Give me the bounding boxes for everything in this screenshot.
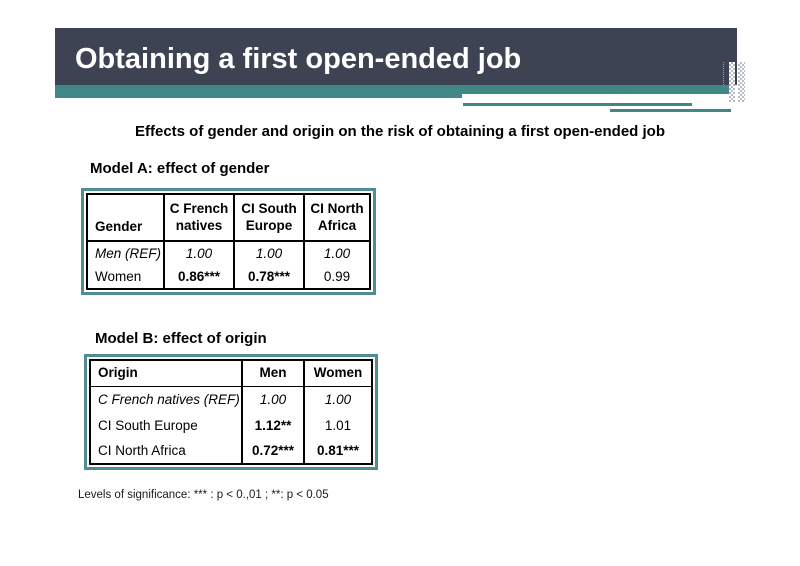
banner-underline-bar (55, 85, 733, 94)
table-a-cell: 0.86*** (164, 265, 235, 289)
model-a-table: Gender C French natives CI South Europe … (81, 188, 376, 295)
table-b-cell: 1.12** (242, 412, 305, 438)
table-a-header-ci-north-africa: CI North Africa (304, 194, 370, 242)
banner-underline-step (55, 94, 462, 98)
table-b-header-origin: Origin (90, 360, 243, 387)
decorative-line-upper (463, 103, 692, 106)
table-row: Men (REF) 1.00 1.00 1.00 (87, 241, 370, 265)
model-b-label: Model B: effect of origin (95, 330, 267, 347)
slide-title: Obtaining a first open-ended job (75, 42, 522, 75)
table-a-header-ci-south-europe: CI South Europe (234, 194, 305, 242)
table-b-cell: 1.01 (324, 417, 352, 433)
model-b-table: Origin Men Women C French natives (REF) … (84, 354, 378, 470)
banner-dotted-divider (723, 62, 724, 85)
table-a-cell: 0.78*** (234, 265, 305, 289)
table-row: Gender C French natives CI South Europe … (87, 194, 370, 242)
model-b-grid: Origin Men Women C French natives (REF) … (89, 359, 373, 465)
model-a-grid: Gender C French natives CI South Europe … (86, 193, 371, 290)
table-b-cell: 0.81*** (316, 443, 360, 458)
table-row: Women 0.86*** 0.78*** 0.99 (87, 265, 370, 289)
checker-strip-left (729, 62, 735, 102)
model-a-label: Model A: effect of gender (90, 160, 270, 177)
table-a-cell: 0.99 (323, 269, 351, 284)
significance-footnote: Levels of significance: *** : p < 0.,01 … (78, 489, 329, 501)
table-b-cell: 1.00 (324, 391, 352, 407)
table-a-header-c-french-natives: C French natives (164, 194, 235, 242)
decorative-line-lower (610, 109, 731, 112)
table-a-header-gender: Gender (87, 194, 165, 242)
table-row: CI South Europe 1.12** 1.01 (90, 412, 372, 438)
table-b-cell: CI South Europe (90, 412, 243, 438)
table-b-cell: 0.72*** (242, 438, 305, 464)
table-row: CI North Africa 0.72*** 0.81*** (90, 438, 372, 464)
table-b-cell: 1.00 (242, 386, 305, 412)
table-b-cell: CI North Africa (90, 438, 243, 464)
table-a-cell: 1.00 (323, 246, 351, 261)
table-b-header-women: Women (304, 360, 372, 387)
table-b-header-men: Men (242, 360, 305, 387)
table-row: Origin Men Women (90, 360, 372, 387)
table-a-cell: 1.00 (234, 241, 305, 265)
checker-strip-right (738, 62, 745, 102)
title-banner: Obtaining a first open-ended job (55, 28, 737, 85)
table-a-cell: Men (REF) (87, 241, 165, 265)
table-b-cell: C French natives (REF) (90, 386, 243, 412)
table-row: C French natives (REF) 1.00 1.00 (90, 386, 372, 412)
table-a-cell: 1.00 (164, 241, 235, 265)
table-a-cell: Women (87, 265, 165, 289)
slide-subtitle: Effects of gender and origin on the risk… (134, 123, 666, 140)
